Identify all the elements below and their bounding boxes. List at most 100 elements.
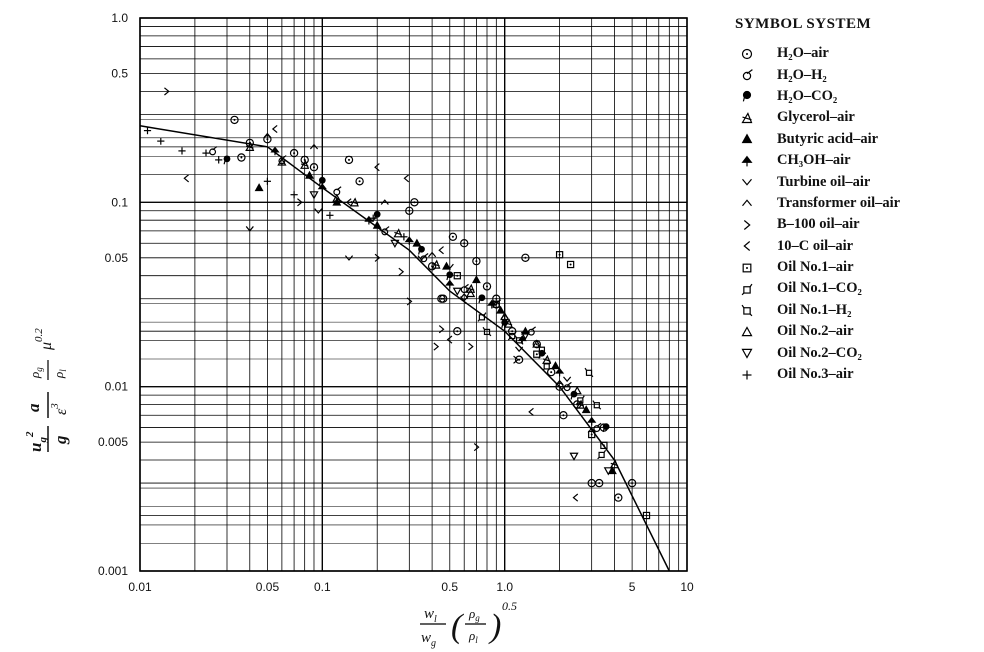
legend-label: Oil No.3–air — [777, 366, 854, 383]
data-point — [555, 382, 564, 391]
data-point — [453, 272, 461, 280]
legend-title: SYMBOL SYSTEM — [735, 16, 872, 32]
data-point — [555, 251, 564, 259]
y-tick-label: 1.0 — [111, 11, 128, 25]
x-tick-label: 0.01 — [128, 580, 152, 594]
data-point — [372, 220, 382, 229]
legend-label: Oil No.1–air — [777, 259, 854, 276]
data-point — [390, 239, 400, 249]
data-point — [465, 288, 476, 298]
data-point — [400, 233, 408, 241]
data-point — [263, 134, 272, 144]
trend-line-path — [139, 125, 670, 572]
legend-marker-icon — [741, 133, 753, 144]
y-tick-label: 0.005 — [98, 435, 128, 449]
data-point — [532, 339, 542, 348]
grid — [139, 17, 688, 572]
data-point — [183, 174, 190, 183]
data-point — [600, 441, 608, 450]
legend-item: Oil No.1–H₂ — [735, 300, 980, 321]
svg-text:ρl: ρl — [468, 628, 478, 645]
scatter-plot: 0.01 0.05 0.1 0.5 1.0 5 10 1.00.50.10.050.010.… — [24, 11, 694, 649]
data-point — [477, 312, 487, 322]
data-point — [355, 177, 364, 186]
legend-item: H₂O–H₂ — [735, 64, 980, 85]
data-point — [559, 411, 568, 420]
data-point — [263, 132, 272, 139]
x-tick-label: 0.5 — [441, 580, 458, 594]
data-point — [528, 407, 534, 416]
data-point — [452, 287, 462, 296]
legend-marker-icon — [741, 48, 753, 59]
legend-item: Butyric acid–air — [735, 129, 980, 150]
legend-label: Butyric acid–air — [777, 130, 879, 147]
data-point — [418, 245, 425, 255]
legend-marker-icon — [742, 69, 753, 81]
legend-item: CH₃OH–air — [735, 150, 980, 171]
data-point — [305, 170, 314, 179]
data-point — [344, 255, 354, 261]
plot-frame — [139, 17, 688, 572]
data-point — [381, 226, 390, 236]
legend-item: 10–C oil–air — [735, 236, 980, 257]
y-axis-label: ug2 g a ε3 ρg ρl μ0.2 — [24, 328, 70, 452]
data-point — [542, 361, 552, 371]
data-point — [223, 155, 231, 165]
data-point — [627, 478, 637, 488]
data-point — [569, 452, 579, 461]
data-point — [453, 327, 462, 336]
legend-label: Oil No.2–CO₂ — [777, 344, 862, 361]
data-point — [393, 228, 403, 238]
x-tick-label: 0.1 — [314, 580, 331, 594]
data-point — [642, 511, 651, 520]
data-point — [445, 279, 455, 289]
y-tick-label: 0.5 — [111, 66, 128, 80]
data-point — [584, 367, 594, 378]
data-point — [575, 399, 585, 409]
legend-label: Turbine oil–air — [777, 173, 871, 190]
data-point — [332, 197, 342, 206]
legend-item: H₂O–air — [735, 43, 980, 64]
data-point — [314, 208, 323, 214]
data-point — [614, 493, 623, 502]
legend-label: Oil No.2–air — [777, 323, 854, 340]
data-point — [575, 395, 585, 405]
data-point — [406, 297, 413, 306]
legend-item: B–100 oil–air — [735, 214, 980, 235]
data-point — [433, 342, 440, 351]
data-point — [398, 267, 405, 276]
data-point — [460, 296, 469, 302]
data-point — [537, 344, 547, 355]
data-point — [551, 361, 560, 370]
data-point — [143, 127, 152, 135]
data-point — [563, 381, 572, 392]
data-point — [277, 157, 287, 166]
x-tick-label: 5 — [629, 580, 636, 594]
x-tick-label: 0.05 — [256, 580, 280, 594]
data-point — [403, 174, 410, 183]
data-point — [410, 198, 419, 207]
data-point — [438, 325, 445, 334]
data-point — [209, 146, 218, 156]
legend-item: Oil No.1–CO₂ — [735, 278, 980, 299]
legend-item: Oil No.3–air — [735, 364, 980, 385]
data-point — [290, 191, 298, 199]
legend-label: B–100 oil–air — [777, 216, 860, 233]
trend-line — [139, 125, 670, 572]
data-point — [309, 191, 319, 200]
data-point — [503, 318, 513, 328]
data-point — [602, 423, 610, 433]
data-point — [345, 198, 352, 207]
data-point — [374, 163, 380, 172]
data-point — [468, 342, 474, 351]
y-tick-label: 0.1 — [111, 195, 128, 209]
data-point — [344, 155, 354, 165]
data-point — [263, 177, 271, 185]
data-point — [554, 367, 565, 377]
data-point — [237, 153, 246, 162]
data-point — [492, 300, 500, 308]
legend-marker-icon — [741, 283, 753, 296]
x-tick-label: 10 — [680, 580, 694, 594]
data-point — [448, 232, 458, 242]
svg-text:ρg: ρg — [468, 606, 480, 623]
